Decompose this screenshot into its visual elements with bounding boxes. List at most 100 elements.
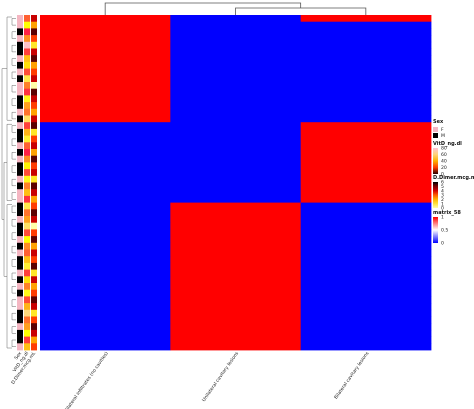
- ddimer-annotation-cell: [31, 15, 37, 23]
- sex-annotation-cell: [17, 41, 23, 49]
- ddimer-annotation-cell: [31, 55, 37, 63]
- ddimer-annotation-cell: [31, 48, 37, 56]
- ddimer-annotation-cell: [31, 303, 37, 311]
- row-dendrogram-branch: [3, 162, 7, 277]
- vitd-legend-colorbar: [433, 148, 438, 174]
- vitd-annotation-cell: [24, 262, 30, 270]
- heatmap-cell: [300, 195, 432, 203]
- heatmap-cell: [40, 149, 171, 157]
- vitd-annotation-cell: [24, 323, 30, 331]
- heatmap-cells: [40, 15, 432, 351]
- vitd-annotation-cell: [24, 329, 30, 337]
- ddimer-legend-tick: 3: [441, 193, 444, 199]
- heatmap-cell: [40, 303, 171, 311]
- ddimer-annotation-cell: [31, 323, 37, 331]
- vitd-annotation-cell: [24, 249, 30, 257]
- sex-annotation-cell: [17, 262, 23, 270]
- sex-annotation-cell: [17, 249, 23, 257]
- legend-label: F: [441, 127, 444, 133]
- heatmap-cell: [40, 142, 171, 150]
- column-label: Bilateral infiltrates (no cavities): [63, 351, 110, 409]
- sex-annotation-cell: [17, 95, 23, 103]
- row-dendrogram-branch: [11, 312, 16, 321]
- matrix-legend-colorbar: [433, 217, 438, 243]
- heatmap-cell: [170, 35, 302, 43]
- vitd-annotation-cell: [24, 289, 30, 297]
- ddimer-annotation-cell: [31, 195, 37, 203]
- heatmap-cell: [170, 202, 302, 210]
- heatmap-cell: [170, 175, 302, 183]
- heatmap-cell: [170, 262, 302, 270]
- ddimer-legend-tick: 1: [441, 201, 444, 207]
- vitd-annotation-cell: [24, 189, 30, 197]
- heatmap-cell: [170, 149, 302, 157]
- heatmap-cell: [170, 169, 302, 177]
- heatmap-cell: [40, 88, 171, 96]
- sex-annotation-cell: [17, 88, 23, 96]
- heatmap-cell: [40, 41, 171, 49]
- sex-annotation-cell: [17, 283, 23, 291]
- ddimer-legend-tick: 5: [441, 184, 444, 190]
- ddimer-annotation-cell: [31, 21, 37, 29]
- ddimer-annotation-cell: [31, 142, 37, 150]
- matrix-legend-tick: 1: [441, 215, 444, 221]
- vitd-annotation-cell: [24, 229, 30, 237]
- heatmap-cell: [40, 329, 171, 337]
- vitd-annotation-cell: [24, 169, 30, 177]
- heatmap-cell: [170, 343, 302, 351]
- heatmap-cell: [300, 135, 432, 143]
- heatmap-cell: [40, 68, 171, 76]
- heatmap-cell: [300, 169, 432, 177]
- heatmap-cell: [40, 115, 171, 123]
- legend-title: Sex: [433, 119, 444, 125]
- heatmap-cell: [300, 256, 432, 264]
- sex-annotation-cell: [17, 256, 23, 264]
- heatmap-cell: [300, 303, 432, 311]
- heatmap-cell: [300, 182, 432, 190]
- heatmap-cell: [40, 283, 171, 291]
- vitd-annotation-cell: [24, 283, 30, 291]
- sex-annotation-cell: [17, 222, 23, 230]
- sex-annotation-cell: [17, 169, 23, 177]
- heatmap-cell: [40, 28, 171, 36]
- vitd-annotation-cell: [24, 296, 30, 304]
- row-dendrogram: [1, 16, 16, 349]
- sex-annotation-cell: [17, 329, 23, 337]
- sex-annotation-cell: [17, 135, 23, 143]
- heatmap-cell: [300, 202, 432, 210]
- vitd-annotation-cell: [24, 175, 30, 183]
- heatmap-cell: [170, 222, 302, 230]
- heatmap-cell: [300, 323, 432, 331]
- annotation-tracks: [17, 15, 37, 351]
- heatmap-cell: [300, 68, 432, 76]
- heatmap-cell: [300, 35, 432, 43]
- sex-annotation-cell: [17, 82, 23, 90]
- annotation-track-label: Sex: [13, 350, 23, 361]
- row-dendrogram-branch: [11, 44, 16, 53]
- ddimer-legend-colorbar: [433, 182, 438, 208]
- heatmap-cell: [170, 82, 302, 90]
- row-dendrogram-branch: [11, 98, 16, 106]
- heatmap-cell: [170, 242, 302, 250]
- heatmap-cell: [300, 108, 432, 116]
- heatmap-cell: [170, 336, 302, 344]
- sex-annotation-cell: [17, 242, 23, 250]
- vitd-annotation-cell: [24, 115, 30, 123]
- row-dendrogram-branch: [11, 58, 16, 66]
- row-dendrogram-branch: [11, 286, 16, 294]
- heatmap-cell: [300, 216, 432, 224]
- vitd-annotation-cell: [24, 149, 30, 157]
- heatmap-cell: [170, 68, 302, 76]
- vitd-annotation-cell: [24, 55, 30, 63]
- column-dendrogram-branch: [235, 7, 367, 15]
- sex-annotation-cell: [17, 276, 23, 284]
- heatmap-cell: [170, 28, 302, 36]
- heatmap-cell: [300, 229, 432, 237]
- heatmap-cell: [40, 195, 171, 203]
- heatmap-cell: [300, 142, 432, 150]
- heatmap-cell: [40, 35, 171, 43]
- sex-annotation-cell: [17, 28, 23, 36]
- ddimer-annotation-cell: [31, 88, 37, 96]
- ddimer-legend-tick: 0: [441, 206, 444, 212]
- row-dendrogram-branch: [11, 152, 16, 160]
